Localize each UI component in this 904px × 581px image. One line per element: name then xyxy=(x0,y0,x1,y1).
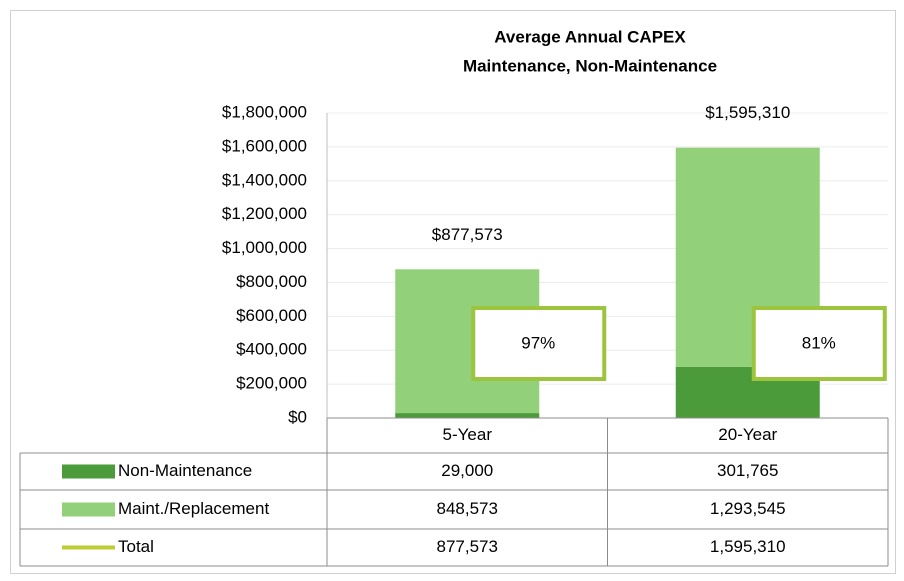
y-tick-label: $1,000,000 xyxy=(222,238,307,257)
bar-segment xyxy=(395,413,540,418)
y-tick-label: $600,000 xyxy=(236,306,307,325)
annotation: 81% xyxy=(802,333,836,352)
y-tick-label: $1,400,000 xyxy=(222,170,307,189)
y-tick-label: $1,200,000 xyxy=(222,204,307,223)
y-tick-label: $200,000 xyxy=(236,374,307,393)
table-value: 1,293,545 xyxy=(710,499,786,518)
annotation-box xyxy=(751,306,887,381)
legend-label: Non-Maintenance xyxy=(118,461,252,480)
data-label: $1,595,310 xyxy=(705,103,790,122)
y-tick-label: $400,000 xyxy=(236,340,307,359)
data-label: $877,573 xyxy=(432,225,503,244)
legend-label: Total xyxy=(118,537,154,556)
legend-label: Maint./Replacement xyxy=(118,499,269,518)
y-tick-label: $1,800,000 xyxy=(222,102,307,121)
y-tick-label: $1,600,000 xyxy=(222,136,307,155)
table-value: 877,573 xyxy=(437,537,498,556)
chart-subtitle: Maintenance, Non-Maintenance xyxy=(463,56,717,75)
table-value: 1,595,310 xyxy=(710,537,786,556)
chart-title: Average Annual CAPEX xyxy=(494,27,686,46)
y-tick-label: $0 xyxy=(288,407,307,426)
annotation: 97% xyxy=(521,333,555,352)
table-value: 29,000 xyxy=(441,461,493,480)
annotation-box xyxy=(471,306,607,381)
y-tick-label: $800,000 xyxy=(236,272,307,291)
table-value: 301,765 xyxy=(717,461,778,480)
table-value: 848,573 xyxy=(437,499,498,518)
x-tick-label: 5-Year xyxy=(443,425,493,444)
legend-key xyxy=(62,464,115,479)
legend-key xyxy=(62,502,115,517)
x-tick-label: 20-Year xyxy=(718,425,777,444)
